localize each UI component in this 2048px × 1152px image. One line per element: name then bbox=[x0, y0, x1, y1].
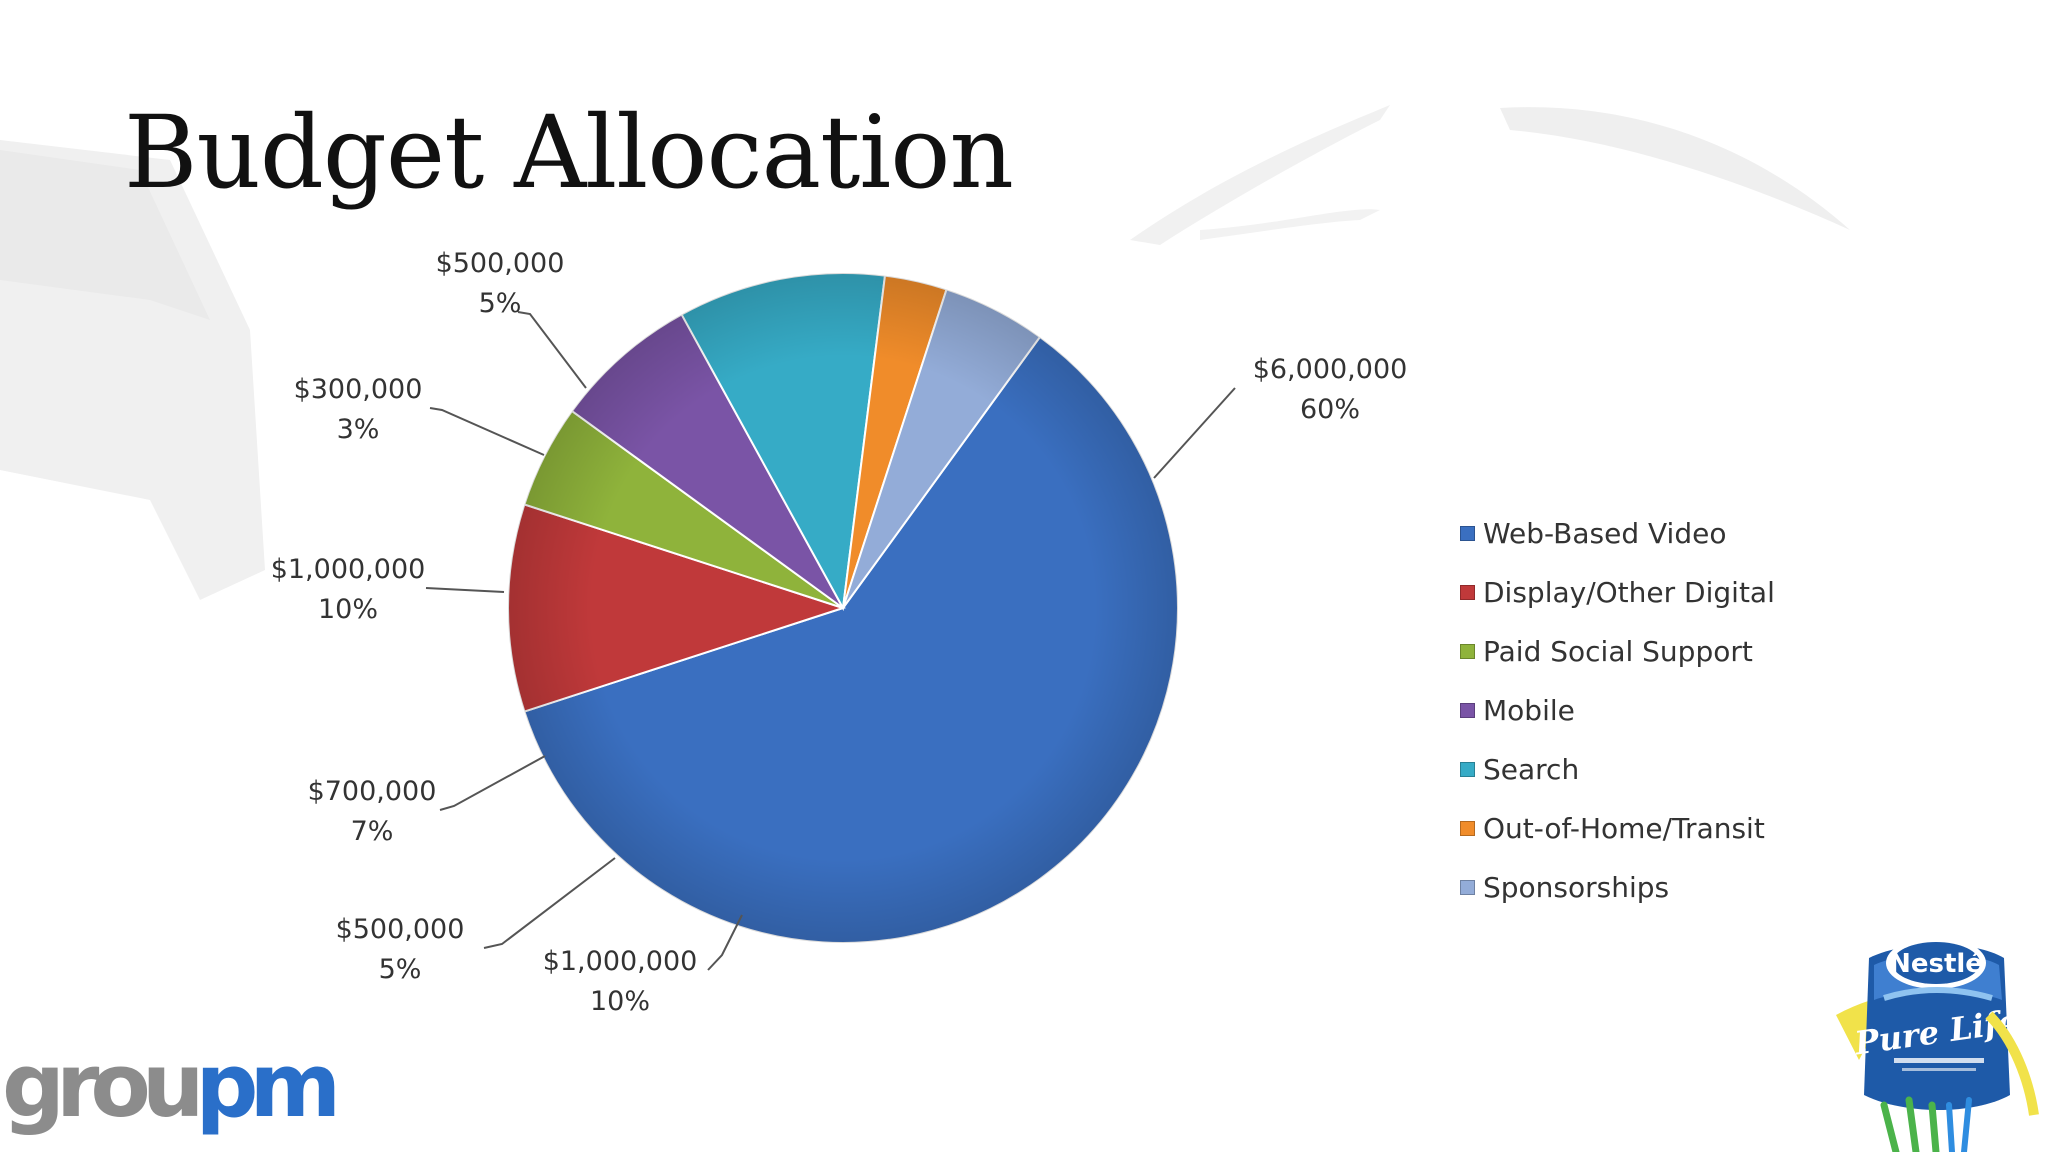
data-label-percent-display-other-digital: 10% bbox=[590, 986, 650, 1017]
svg-text:Nestlé: Nestlé bbox=[1889, 949, 1983, 979]
legend-label-web-based-video: Web-Based Video bbox=[1483, 517, 1727, 550]
legend-label-mobile: Mobile bbox=[1483, 694, 1575, 727]
legend-item-paid-social-support: Paid Social Support bbox=[1460, 622, 1775, 681]
legend-swatch-mobile bbox=[1460, 703, 1475, 718]
legend-item-mobile: Mobile bbox=[1460, 681, 1775, 740]
legend-swatch-out-of-home-transit bbox=[1460, 821, 1475, 836]
legend-swatch-sponsorships bbox=[1460, 880, 1475, 895]
legend-item-display-other-digital: Display/Other Digital bbox=[1460, 563, 1775, 622]
leader-line-search bbox=[425, 587, 505, 593]
data-label-amount-out-of-home-transit: $300,000 bbox=[294, 374, 423, 405]
data-label-percent-mobile: 7% bbox=[351, 816, 394, 847]
legend-swatch-web-based-video bbox=[1460, 526, 1475, 541]
leader-line-paid-social-support bbox=[483, 857, 616, 949]
data-label-percent-search: 10% bbox=[318, 594, 378, 625]
data-label-amount-display-other-digital: $1,000,000 bbox=[543, 946, 698, 977]
legend-label-search: Search bbox=[1483, 753, 1580, 786]
data-label-amount-search: $1,000,000 bbox=[271, 554, 426, 585]
legend-swatch-search bbox=[1460, 762, 1475, 777]
data-label-percent-sponsorships: 5% bbox=[479, 288, 522, 319]
groupm-logo: groupm bbox=[2, 1034, 341, 1137]
data-label-amount-web-based-video: $6,000,000 bbox=[1253, 354, 1408, 385]
legend-label-out-of-home-transit: Out-of-Home/Transit bbox=[1483, 812, 1765, 845]
data-label-percent-out-of-home-transit: 3% bbox=[337, 414, 380, 445]
legend-label-sponsorships: Sponsorships bbox=[1483, 871, 1670, 904]
data-label-amount-paid-social-support: $500,000 bbox=[336, 914, 465, 945]
chart-legend: Web-Based Video Display/Other Digital Pa… bbox=[1460, 504, 1775, 917]
legend-item-sponsorships: Sponsorships bbox=[1460, 858, 1775, 917]
data-label-percent-web-based-video: 60% bbox=[1300, 394, 1360, 425]
legend-swatch-paid-social-support bbox=[1460, 644, 1475, 659]
legend-label-paid-social-support: Paid Social Support bbox=[1483, 635, 1753, 668]
leader-line-mobile bbox=[439, 755, 546, 811]
legend-item-web-based-video: Web-Based Video bbox=[1460, 504, 1775, 563]
slide-title: Budget Allocation bbox=[124, 94, 1014, 211]
nestle-pure-life-logo: Nestlé Pure Life bbox=[1836, 937, 2039, 1152]
legend-label-display-other-digital: Display/Other Digital bbox=[1483, 576, 1775, 609]
data-label-amount-mobile: $700,000 bbox=[308, 776, 437, 807]
legend-item-out-of-home-transit: Out-of-Home/Transit bbox=[1460, 799, 1775, 858]
data-label-amount-sponsorships: $500,000 bbox=[436, 248, 565, 279]
leader-line-sponsorships bbox=[517, 311, 587, 389]
data-label-percent-paid-social-support: 5% bbox=[379, 954, 422, 985]
legend-swatch-display-other-digital bbox=[1460, 585, 1475, 600]
legend-item-search: Search bbox=[1460, 740, 1775, 799]
leader-line-out-of-home-transit bbox=[429, 407, 545, 456]
leader-line-display-other-digital bbox=[707, 914, 743, 971]
leader-line-web-based-video bbox=[1153, 387, 1236, 479]
